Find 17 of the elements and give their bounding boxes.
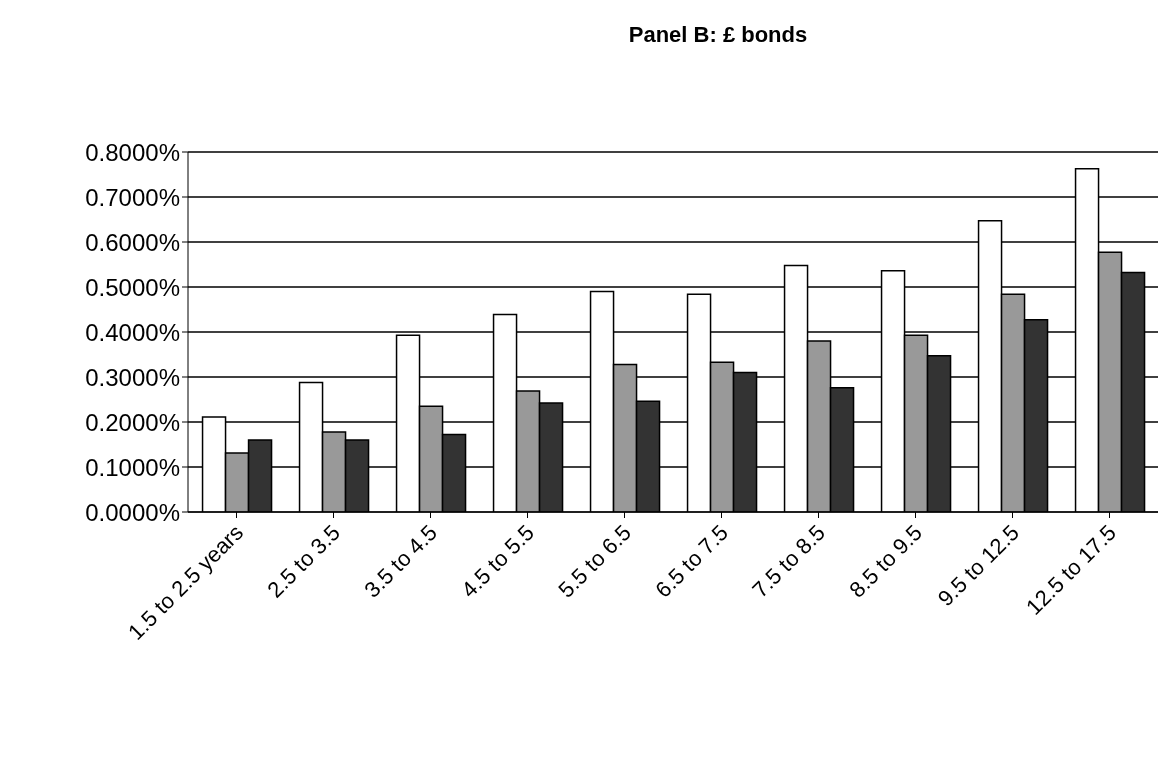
x-tick-label: 8.5 to 9.5	[844, 519, 928, 603]
x-tick-label: 7.5 to 8.5	[747, 519, 831, 603]
y-tick-label: 0.1000%	[85, 453, 180, 481]
chart-title: Panel B: £ bonds	[627, 21, 809, 49]
y-tick-label: 0.6000%	[85, 228, 180, 256]
x-tick-label: 2.5 to 3.5	[262, 519, 346, 603]
x-tick-label: 3.5 to 4.5	[359, 519, 443, 603]
x-tick-label: 4.5 to 5.5	[456, 519, 540, 603]
x-tick-label: 5.5 to 6.5	[553, 519, 637, 603]
y-tick-label: 0.4000%	[85, 318, 180, 346]
y-tick-label: 0.7000%	[85, 183, 180, 211]
y-tick-label: 0.8000%	[85, 138, 180, 166]
x-tick-label: 6.5 to 7.5	[650, 519, 734, 603]
y-tick-label: 0.3000%	[85, 363, 180, 391]
y-tick-label: 0.5000%	[85, 273, 180, 301]
y-tick-label: 0.2000%	[85, 408, 180, 436]
y-tick-label: 0.0000%	[85, 498, 180, 526]
